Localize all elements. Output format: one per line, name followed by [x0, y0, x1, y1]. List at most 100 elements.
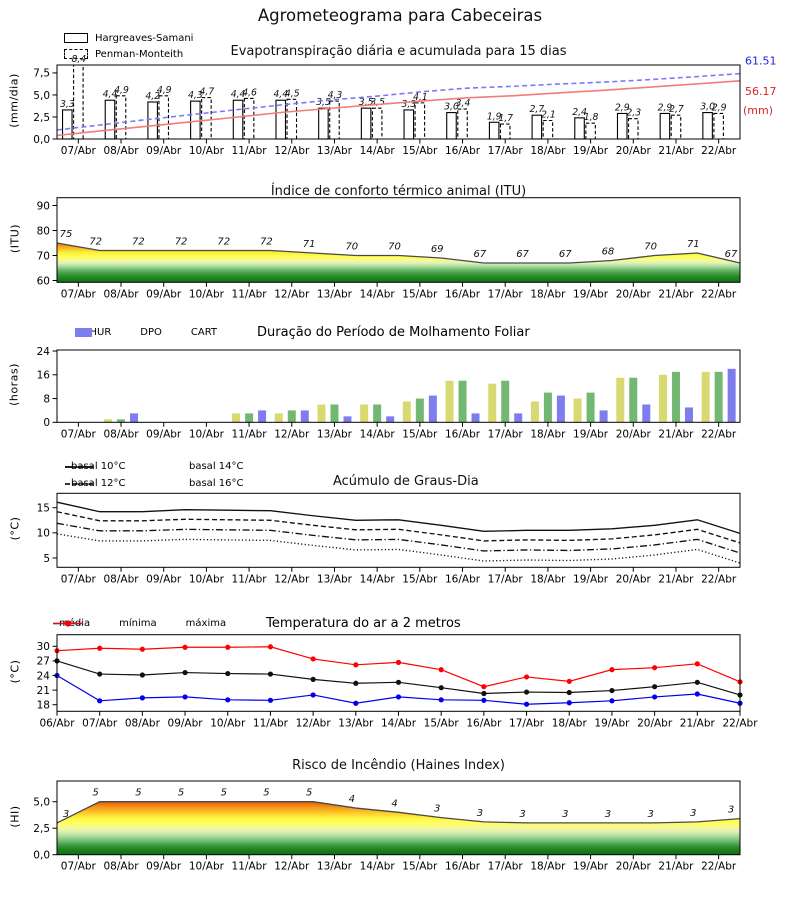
svg-text:20/Abr: 20/Abr: [616, 288, 652, 300]
page-title: Agrometeograma para Cabeceiras: [257, 6, 543, 25]
svg-text:08/Abr: 08/Abr: [125, 717, 161, 729]
svg-text:15/Abr: 15/Abr: [402, 288, 438, 300]
legend-label: basal 10°C: [71, 461, 126, 472]
svg-text:0,0: 0,0: [33, 134, 50, 146]
penman-swatch-icon: [64, 49, 88, 59]
svg-text:11/Abr: 11/Abr: [232, 428, 268, 440]
svg-text:4,9: 4,9: [157, 85, 172, 96]
svg-text:19/Abr: 19/Abr: [573, 288, 609, 300]
svg-text:18/Abr: 18/Abr: [552, 717, 588, 729]
evapo-legend: Hargreaves-Samani Penman-Monteith: [64, 30, 193, 62]
legend-label: basal 12°C: [71, 478, 126, 489]
svg-text:4,5: 4,5: [285, 88, 300, 99]
itu-title: Índice de conforto térmico animal (ITU): [270, 184, 527, 199]
svg-text:07/Abr: 07/Abr: [61, 428, 97, 440]
incendio-chart: 0,0 2,5 5,0 07/Abr 08/Abr 09/Abr 10/Abr 11/Abr 1…: [33, 780, 741, 873]
svg-text:15/Abr: 15/Abr: [402, 428, 438, 440]
maxima-marker-icon: [53, 620, 83, 627]
svg-text:21/Abr: 21/Abr: [658, 861, 694, 873]
legend-label: Penman-Monteith: [95, 48, 184, 60]
svg-text:71: 71: [687, 239, 700, 250]
svg-text:3: 3: [63, 809, 69, 820]
svg-text:60: 60: [37, 275, 50, 287]
svg-text:5: 5: [263, 788, 269, 799]
svg-text:61.51: 61.51: [745, 55, 777, 68]
svg-text:12/Abr: 12/Abr: [274, 861, 310, 873]
legend-item-basal14: basal 14°C: [65, 458, 244, 475]
svg-text:08/Abr: 08/Abr: [103, 861, 139, 873]
svg-text:3: 3: [728, 805, 734, 816]
molhamento-title: Duração do Período de Molhamento Foliar: [257, 325, 530, 340]
svg-text:5: 5: [221, 788, 227, 799]
svg-text:13/Abr: 13/Abr: [317, 145, 353, 157]
svg-text:09/Abr: 09/Abr: [168, 717, 204, 729]
svg-text:2,7: 2,7: [669, 104, 684, 115]
svg-text:18/Abr: 18/Abr: [530, 288, 566, 300]
svg-text:68: 68: [602, 247, 615, 258]
svg-text:4,6: 4,6: [242, 87, 257, 98]
svg-text:4,3: 4,3: [328, 90, 343, 101]
svg-text:3: 3: [605, 809, 611, 820]
svg-text:14/Abr: 14/Abr: [360, 861, 396, 873]
legend-label: mínima: [119, 618, 157, 629]
svg-text:4: 4: [391, 798, 397, 809]
legend-label: CART: [190, 327, 218, 338]
svg-text:16/Abr: 16/Abr: [445, 288, 481, 300]
svg-text:2,4: 2,4: [572, 107, 587, 118]
legend-label: basal 16°C: [189, 478, 244, 489]
temperatura-legend: média mínima máxima Temperatura do ar a …: [52, 616, 461, 631]
svg-text:3,3: 3,3: [60, 99, 75, 110]
svg-text:07/Abr: 07/Abr: [61, 288, 97, 300]
svg-text:0,0: 0,0: [33, 850, 50, 862]
svg-text:07/Abr: 07/Abr: [61, 861, 97, 873]
svg-text:10/Abr: 10/Abr: [189, 145, 225, 157]
svg-text:13/Abr: 13/Abr: [317, 288, 353, 300]
svg-text:5,0: 5,0: [33, 90, 50, 102]
legend-label: DPO: [140, 327, 162, 338]
svg-text:10/Abr: 10/Abr: [189, 861, 225, 873]
svg-text:3: 3: [647, 809, 653, 820]
svg-text:09/Abr: 09/Abr: [146, 288, 182, 300]
svg-text:72: 72: [260, 237, 273, 248]
svg-text:19/Abr: 19/Abr: [573, 861, 609, 873]
svg-text:09/Abr: 09/Abr: [146, 428, 182, 440]
molhamento-chart: 0 8 16 24 07/Abr 08/Abr 09/Abr 10/Abr 11/Abr 12/A…: [37, 346, 741, 440]
svg-text:1,7: 1,7: [498, 113, 513, 124]
svg-text:20/Abr: 20/Abr: [637, 717, 673, 729]
svg-text:16/Abr: 16/Abr: [445, 861, 481, 873]
temperatura-chart: 18 21 24 27 30 06/Abr 07/Abr 08/Abr 09/Abr 10/Abr…: [37, 634, 758, 729]
svg-text:13/Abr: 13/Abr: [338, 717, 374, 729]
svg-text:4,7: 4,7: [200, 87, 215, 98]
svg-text:07/Abr: 07/Abr: [61, 573, 97, 585]
svg-text:11/Abr: 11/Abr: [232, 288, 268, 300]
svg-text:3,5: 3,5: [359, 97, 374, 108]
svg-text:10/Abr: 10/Abr: [189, 288, 225, 300]
hargreaves-swatch-icon: [64, 33, 88, 43]
svg-text:72: 72: [132, 237, 145, 248]
svg-text:16/Abr: 16/Abr: [445, 428, 481, 440]
grausdia-title: Acúmulo de Graus-Dia: [333, 474, 479, 489]
svg-text:5: 5: [135, 788, 141, 799]
svg-text:70: 70: [345, 242, 358, 253]
svg-text:14/Abr: 14/Abr: [360, 573, 396, 585]
svg-text:4,2: 4,2: [145, 91, 160, 102]
legend-item-penman: Penman-Monteith: [64, 46, 193, 62]
svg-text:67: 67: [516, 249, 529, 260]
temperatura-title: Temperatura do ar a 2 metros: [266, 616, 461, 631]
svg-text:2,5: 2,5: [33, 823, 50, 835]
svg-text:22/Abr: 22/Abr: [701, 288, 737, 300]
svg-text:3: 3: [434, 804, 440, 815]
legend-label: basal 14°C: [189, 461, 244, 472]
svg-text:5: 5: [306, 788, 312, 799]
svg-text:8: 8: [43, 393, 50, 405]
svg-text:13/Abr: 13/Abr: [317, 573, 353, 585]
svg-text:11/Abr: 11/Abr: [232, 861, 268, 873]
svg-text:19/Abr: 19/Abr: [573, 428, 609, 440]
svg-text:4,4: 4,4: [273, 89, 288, 100]
svg-text:22/Abr: 22/Abr: [701, 428, 737, 440]
svg-text:67: 67: [474, 249, 487, 260]
svg-text:3: 3: [562, 809, 568, 820]
svg-text:2,9: 2,9: [712, 102, 727, 113]
svg-text:10/Abr: 10/Abr: [189, 573, 225, 585]
